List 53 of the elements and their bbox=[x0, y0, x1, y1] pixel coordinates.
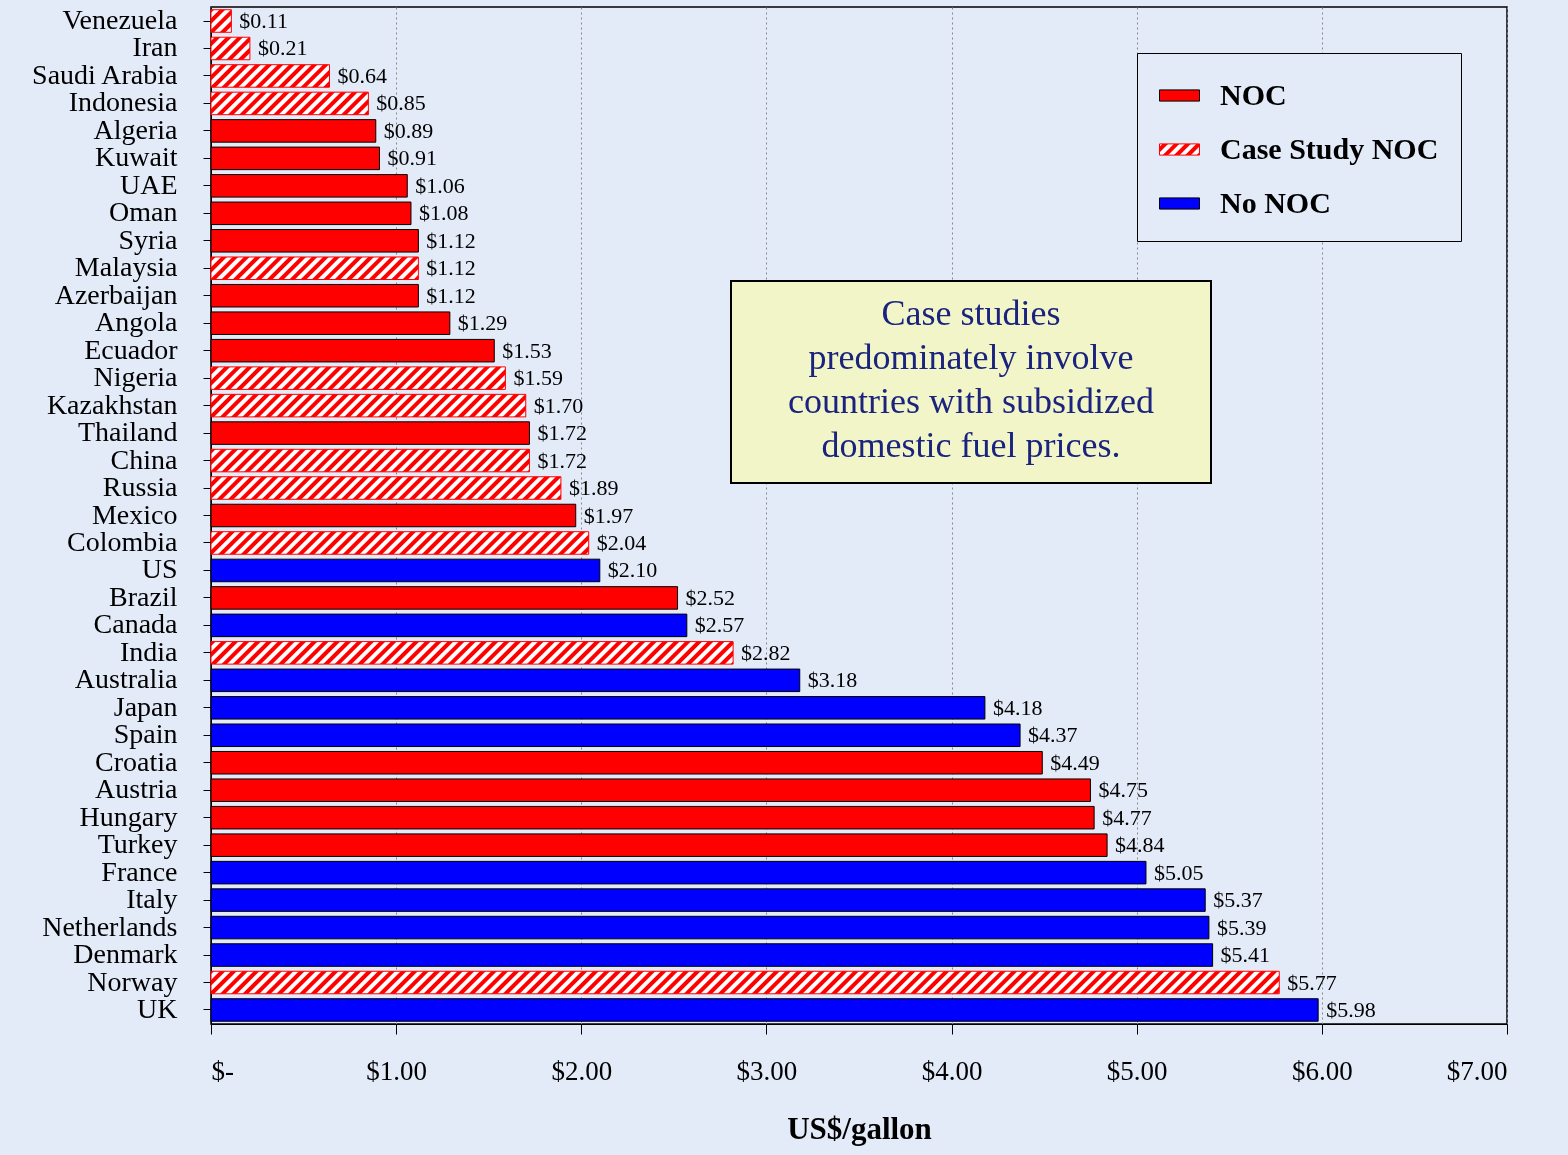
x-tick-label: $7.00 bbox=[1446, 1055, 1508, 1086]
data-label: $4.84 bbox=[1115, 832, 1165, 858]
data-label: $0.89 bbox=[383, 117, 434, 143]
data-label: $0.85 bbox=[376, 90, 426, 116]
data-label: $4.37 bbox=[1028, 722, 1078, 748]
data-label: $2.52 bbox=[685, 584, 736, 610]
data-label: $1.97 bbox=[583, 502, 634, 528]
data-label: $0.11 bbox=[239, 8, 289, 34]
y-tick-label: Denmark bbox=[73, 938, 178, 970]
data-label: $3.18 bbox=[807, 667, 858, 693]
data-label: $1.08 bbox=[418, 200, 469, 226]
legend-label: No NOC bbox=[1220, 185, 1331, 219]
data-label: $2.04 bbox=[596, 529, 647, 555]
y-tick-label: Nigeria bbox=[93, 361, 179, 393]
data-label: $1.89 bbox=[568, 475, 619, 501]
data-label: $0.91 bbox=[387, 145, 437, 171]
x-tick-label: $3.00 bbox=[736, 1055, 798, 1086]
data-label: $4.77 bbox=[1102, 804, 1152, 830]
data-label: $1.12 bbox=[426, 255, 476, 281]
data-label: $0.64 bbox=[337, 62, 387, 88]
annotation: Case studies predominately involve countries with subsidized domestic fuel prices. bbox=[788, 293, 1154, 465]
x-tick-label: $4.00 bbox=[921, 1055, 983, 1086]
x-tick-label: $- bbox=[211, 1055, 234, 1086]
x-tick-label: $2.00 bbox=[551, 1055, 613, 1086]
data-label: $5.37 bbox=[1213, 887, 1263, 913]
data-label: $5.41 bbox=[1220, 942, 1271, 968]
data-label: $0.21 bbox=[257, 35, 308, 61]
data-label: $5.98 bbox=[1326, 996, 1376, 1022]
x-tick-label: $6.00 bbox=[1291, 1055, 1353, 1086]
legend-label: NOC bbox=[1220, 77, 1287, 111]
data-label: $1.12 bbox=[426, 282, 476, 308]
data-label: $1.12 bbox=[426, 227, 476, 253]
data-label: $5.05 bbox=[1153, 859, 1204, 885]
data-label: $1.72 bbox=[537, 447, 587, 473]
y-tick-label: Italy bbox=[126, 883, 178, 915]
x-axis-title: US$/gallon bbox=[787, 1110, 932, 1146]
x-tick-label: $5.00 bbox=[1106, 1055, 1168, 1086]
data-label: $4.75 bbox=[1098, 777, 1148, 803]
data-label: $2.57 bbox=[694, 612, 745, 638]
legend-label: Case Study NOC bbox=[1220, 131, 1439, 165]
x-tick-label: $1.00 bbox=[366, 1055, 428, 1086]
data-label: $4.18 bbox=[992, 694, 1043, 720]
data-label: $1.72 bbox=[537, 420, 587, 446]
data-label: $5.77 bbox=[1287, 969, 1337, 995]
data-label: $2.10 bbox=[607, 557, 658, 583]
data-label: $5.39 bbox=[1216, 914, 1267, 940]
data-label: $1.59 bbox=[513, 365, 563, 391]
data-label: $1.29 bbox=[457, 310, 508, 336]
data-label: $4.49 bbox=[1050, 749, 1100, 775]
data-label: $1.06 bbox=[415, 172, 465, 198]
data-label: $1.70 bbox=[533, 392, 584, 418]
data-label: $1.53 bbox=[502, 337, 552, 363]
data-label: $2.82 bbox=[741, 639, 791, 665]
